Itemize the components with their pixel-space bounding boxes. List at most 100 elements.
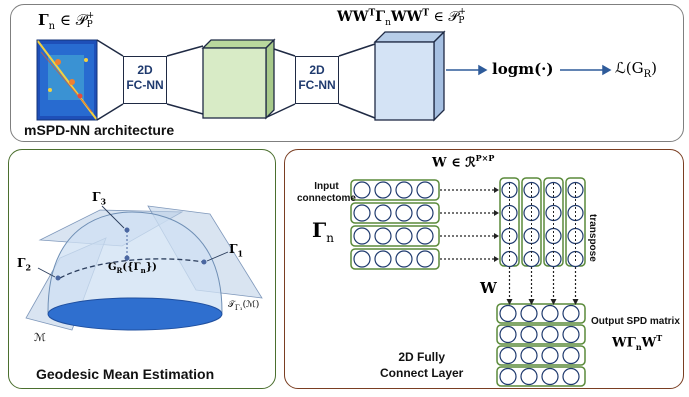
output-neuron <box>562 304 580 323</box>
output-neuron <box>499 367 517 386</box>
arrowhead <box>572 299 579 305</box>
output-arrows <box>446 64 612 76</box>
geodesic-curve <box>59 258 205 279</box>
input-gamma-subscript: n <box>326 231 334 245</box>
loss-subscript: R <box>643 69 652 80</box>
blue-feature-cube <box>373 30 446 122</box>
output-neuron <box>541 367 559 386</box>
fc-nn-block-1-line1: 2D <box>137 63 153 77</box>
gamma-subscript: n <box>48 21 56 32</box>
manifold-label: ℳ <box>34 331 46 344</box>
arrowhead <box>494 187 499 193</box>
weight-neuron <box>501 181 518 199</box>
input-neuron <box>374 250 392 268</box>
output-neuron <box>541 304 559 323</box>
arrowhead <box>494 233 499 239</box>
fc-nn-block-1: 2D FC-NN <box>123 56 167 104</box>
output-formula-sub: n <box>635 341 642 352</box>
mean-close: }) <box>145 262 157 273</box>
ww-part2: WW <box>390 9 423 25</box>
input-row <box>350 248 440 270</box>
output-neuron <box>562 367 580 386</box>
gamma3-subscript: 3 <box>100 196 107 207</box>
output-neuron <box>562 325 580 344</box>
gamma3-symbol: Γ <box>92 190 101 204</box>
output-neuron <box>499 304 517 323</box>
output-row <box>496 324 586 345</box>
input-neuron <box>395 250 413 268</box>
input-matrix-grid <box>350 179 440 270</box>
input-neuron <box>416 204 434 222</box>
output-neuron <box>562 346 580 365</box>
ww-sub3: P <box>458 16 465 26</box>
fc-caption: 2D Fully Connect Layer <box>380 349 463 381</box>
fc-caption-line2: Connect Layer <box>380 366 464 380</box>
ww-sup3: + <box>458 7 466 17</box>
geodesic-caption: Geodesic Mean Estimation <box>36 366 215 382</box>
architecture-caption: mSPD-NN architecture <box>24 122 175 138</box>
tangent-symbol: 𝒯 <box>228 300 235 310</box>
output-neuron <box>499 325 517 344</box>
gamma-sub2: P <box>86 20 93 30</box>
arrowhead <box>494 256 499 262</box>
weight-w-label: W <box>480 279 497 297</box>
gamma-sup: + <box>86 11 95 21</box>
fc-nn-block-2-line1: 2D <box>309 63 325 77</box>
input-neuron <box>416 250 434 268</box>
arrowhead <box>506 299 513 305</box>
output-neuron <box>520 304 538 323</box>
output-formula-sup: T <box>656 333 663 343</box>
ww-membership: ∈ 𝒫 <box>429 9 459 25</box>
fc-flow-arrows <box>440 187 579 305</box>
output-neuron <box>520 346 538 365</box>
green-feature-cube <box>201 38 276 120</box>
input-neuron <box>353 181 371 199</box>
manifold-points <box>55 227 207 281</box>
output-neuron <box>541 346 559 365</box>
mean-arg-subscript: n <box>140 266 146 275</box>
weight-def-sup: P×P <box>475 153 495 163</box>
output-neuron <box>499 346 517 365</box>
output-matrix-grid <box>496 303 586 387</box>
output-neuron <box>520 325 538 344</box>
transpose-label: transpose <box>587 214 598 262</box>
ww-part1: WW <box>337 9 369 25</box>
ww-sup2: T <box>422 8 430 19</box>
loss-label: ℒ(GR) <box>615 59 657 80</box>
input-neuron <box>416 227 434 245</box>
arrowhead <box>528 299 535 305</box>
tangent-arg: (ℳ) <box>242 300 260 310</box>
input-gamma-label: Γn <box>312 218 334 245</box>
weight-def-main: W ∈ ℛ <box>432 155 476 171</box>
gamma3-label: Γ3 <box>92 190 106 206</box>
input-label: Input connectome <box>297 181 356 205</box>
tangent-space-label: 𝒯Γ₁(ℳ) <box>228 300 259 312</box>
fc-nn-block-2: 2D FC-NN <box>295 56 339 104</box>
input-spd-formula: Γn ∈ 𝒫 + P <box>38 11 94 32</box>
input-neuron <box>353 250 371 268</box>
output-spd-formula: WWTΓnWWT ∈ 𝒫 + P <box>337 8 466 28</box>
input-neuron <box>395 181 413 199</box>
mean-subscript: R <box>116 266 123 275</box>
output-neuron <box>520 367 538 386</box>
output-formula-w: W <box>641 335 657 351</box>
manifold-dome <box>47 211 223 331</box>
architecture-panel <box>10 4 684 142</box>
ww-gamma: Γ <box>375 9 386 25</box>
output-formula: WΓnWT <box>612 333 662 352</box>
tangent-subscript: Γ₁ <box>234 303 243 312</box>
fc-nn-block-2-line2: FC-NN <box>298 78 336 92</box>
input-neuron <box>374 227 392 245</box>
fc-layer-panel <box>284 149 684 389</box>
output-neuron <box>541 325 559 344</box>
output-label: Output SPD matrix <box>591 316 680 327</box>
mean-arg: ({Γ <box>122 262 141 273</box>
gamma1-subscript: 1 <box>237 248 244 259</box>
gamma1-symbol: Γ <box>229 242 238 256</box>
ww-sup1: T <box>368 8 376 19</box>
connectome-heatmap <box>36 39 98 121</box>
gamma2-label: Γ2 <box>17 256 31 272</box>
output-row <box>496 366 586 387</box>
